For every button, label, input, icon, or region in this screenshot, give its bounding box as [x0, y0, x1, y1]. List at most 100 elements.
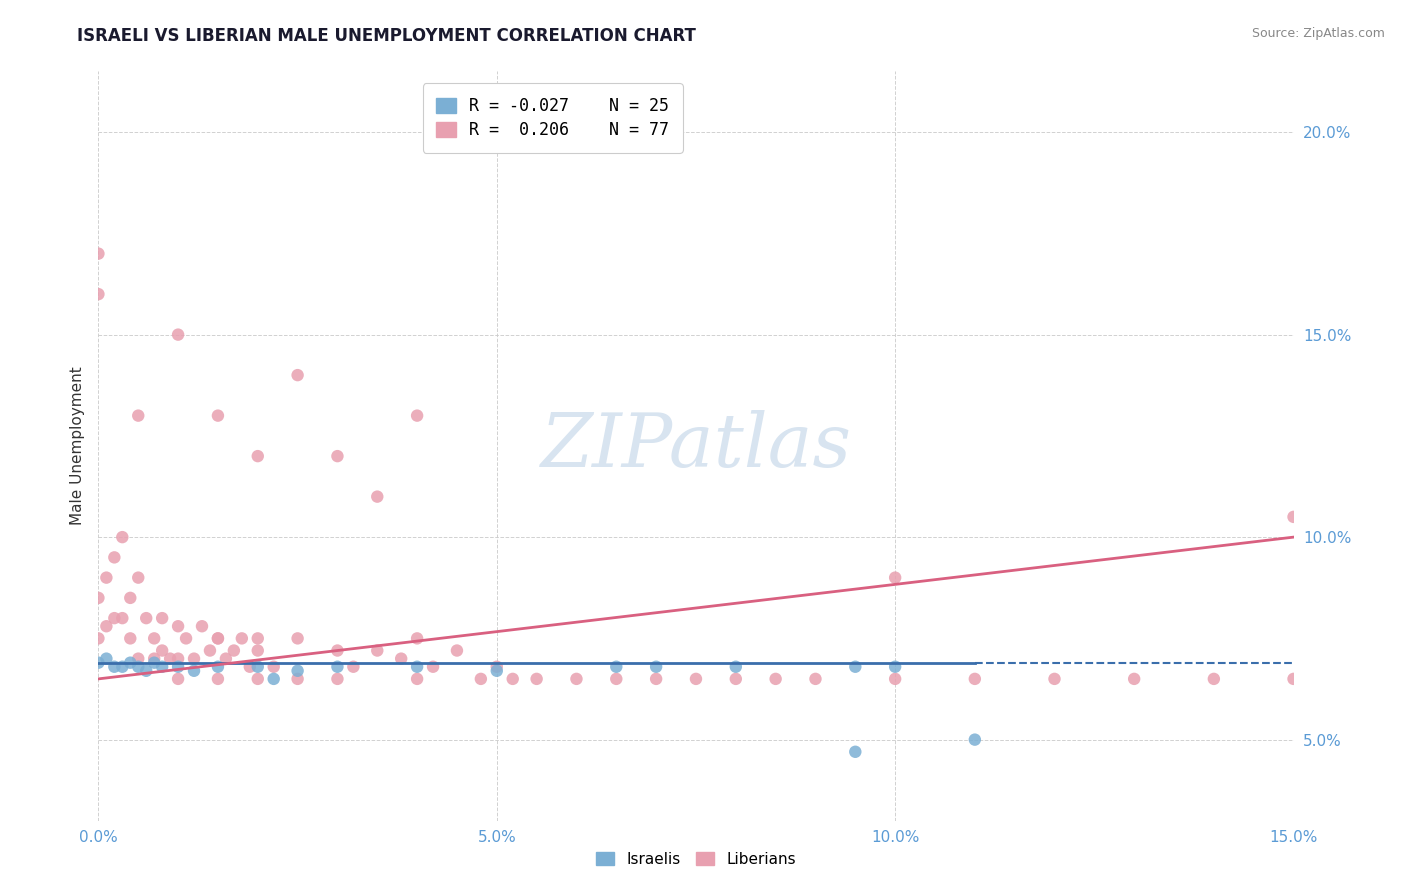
Legend: Israelis, Liberians: Israelis, Liberians	[589, 846, 803, 873]
Point	[1282, 509, 1305, 524]
Point	[167, 619, 190, 633]
Point	[1202, 672, 1225, 686]
Point	[135, 664, 157, 678]
Point	[111, 611, 134, 625]
Point	[246, 672, 269, 686]
Point	[342, 659, 364, 673]
Point	[111, 530, 134, 544]
Point	[167, 672, 190, 686]
Text: ISRAELI VS LIBERIAN MALE UNEMPLOYMENT CORRELATION CHART: ISRAELI VS LIBERIAN MALE UNEMPLOYMENT CO…	[77, 27, 696, 45]
Point	[96, 619, 118, 633]
Point	[120, 632, 142, 646]
Point	[1282, 672, 1305, 686]
Point	[1123, 672, 1146, 686]
Point	[685, 672, 707, 686]
Point	[143, 656, 166, 670]
Point	[87, 246, 110, 260]
Point	[605, 659, 627, 673]
Point	[135, 611, 157, 625]
Point	[222, 643, 245, 657]
Point	[150, 611, 173, 625]
Point	[150, 643, 173, 657]
Point	[87, 632, 110, 646]
Point	[215, 651, 238, 665]
Point	[326, 449, 349, 463]
Point	[963, 672, 986, 686]
Point	[174, 632, 197, 646]
Point	[287, 664, 309, 678]
Point	[87, 287, 110, 301]
Point	[645, 672, 668, 686]
Point	[167, 327, 190, 342]
Point	[326, 672, 349, 686]
Point	[183, 664, 205, 678]
Point	[287, 672, 309, 686]
Point	[526, 672, 548, 686]
Text: ZIPatlas: ZIPatlas	[540, 409, 852, 483]
Point	[389, 651, 412, 665]
Point	[470, 672, 492, 686]
Point	[263, 659, 285, 673]
Point	[103, 659, 125, 673]
Point	[485, 664, 508, 678]
Point	[207, 409, 229, 423]
Point	[127, 409, 149, 423]
Point	[366, 643, 388, 657]
Point	[87, 591, 110, 605]
Point	[143, 651, 166, 665]
Point	[198, 643, 221, 657]
Point	[724, 659, 747, 673]
Point	[159, 651, 181, 665]
Point	[96, 651, 118, 665]
Point	[844, 659, 866, 673]
Point	[422, 659, 444, 673]
Point	[844, 745, 866, 759]
Point	[127, 651, 149, 665]
Point	[406, 409, 429, 423]
Point	[605, 672, 627, 686]
Point	[120, 656, 142, 670]
Point	[103, 611, 125, 625]
Point	[207, 659, 229, 673]
Point	[246, 659, 269, 673]
Point	[239, 659, 262, 673]
Point	[724, 672, 747, 686]
Point	[127, 659, 149, 673]
Point	[143, 632, 166, 646]
Point	[406, 632, 429, 646]
Point	[246, 643, 269, 657]
Point	[96, 571, 118, 585]
Point	[207, 632, 229, 646]
Point	[645, 659, 668, 673]
Point	[406, 659, 429, 673]
Point	[263, 672, 285, 686]
Point	[884, 571, 907, 585]
Point	[406, 672, 429, 686]
Point	[207, 672, 229, 686]
Point	[246, 449, 269, 463]
Point	[111, 659, 134, 673]
Point	[765, 672, 787, 686]
Point	[502, 672, 524, 686]
Point	[127, 571, 149, 585]
Point	[446, 643, 468, 657]
Point	[150, 659, 173, 673]
Point	[804, 672, 827, 686]
Point	[183, 651, 205, 665]
Point	[167, 651, 190, 665]
Point	[287, 368, 309, 383]
Point	[287, 632, 309, 646]
Point	[485, 659, 508, 673]
Point	[167, 659, 190, 673]
Point	[120, 591, 142, 605]
Point	[87, 656, 110, 670]
Point	[231, 632, 253, 646]
Point	[884, 659, 907, 673]
Point	[326, 643, 349, 657]
Point	[963, 732, 986, 747]
Y-axis label: Male Unemployment: Male Unemployment	[69, 367, 84, 525]
Text: Source: ZipAtlas.com: Source: ZipAtlas.com	[1251, 27, 1385, 40]
Point	[246, 632, 269, 646]
Point	[366, 490, 388, 504]
Point	[191, 619, 214, 633]
